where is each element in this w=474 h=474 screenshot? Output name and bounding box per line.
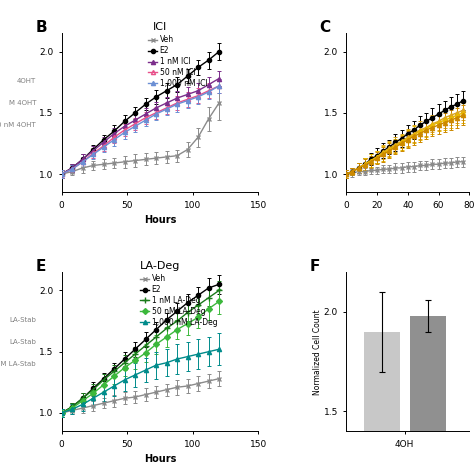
Text: B: B <box>36 20 48 36</box>
Text: C: C <box>319 20 330 36</box>
Text: nM LA-Stab: nM LA-Stab <box>0 361 36 367</box>
Text: LA-Stab: LA-Stab <box>9 339 36 345</box>
Y-axis label: Normalized Cell Count: Normalized Cell Count <box>313 309 322 394</box>
Title: LA-Deg: LA-Deg <box>140 261 180 271</box>
Bar <box>364 332 400 474</box>
Text: 4OHT: 4OHT <box>17 78 36 84</box>
Legend: Veh, E2, 1 nM LA-Deg, 50 nM LA-Deg, 1,000 nM LA-Deg: Veh, E2, 1 nM LA-Deg, 50 nM LA-Deg, 1,00… <box>140 274 217 327</box>
Bar <box>410 316 446 474</box>
Text: F: F <box>310 259 320 274</box>
Text: M 4OHT: M 4OHT <box>9 100 36 106</box>
Title: ICI: ICI <box>153 22 167 32</box>
Legend: Veh, E2, 1 nM ICI, 50 nM ICI, 1,000 nM ICI: Veh, E2, 1 nM ICI, 50 nM ICI, 1,000 nM I… <box>148 36 207 88</box>
Text: 0 nM 4OHT: 0 nM 4OHT <box>0 122 36 128</box>
Text: E: E <box>36 259 46 274</box>
X-axis label: Hours: Hours <box>144 454 176 464</box>
Text: LA-Stab: LA-Stab <box>9 317 36 323</box>
X-axis label: Hours: Hours <box>144 215 176 225</box>
